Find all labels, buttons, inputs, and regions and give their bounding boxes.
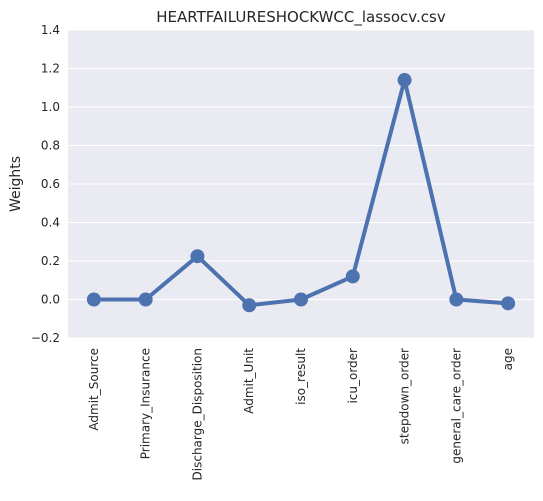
x-tick-label: Primary_Insurance: [139, 348, 153, 459]
x-tick-label: icu_order: [346, 348, 360, 404]
x-tick-label: Admit_Source: [87, 348, 101, 431]
data-point: [345, 269, 360, 284]
y-tick-label: 1.2: [41, 62, 60, 76]
y-tick-label: 0.6: [41, 177, 60, 191]
y-tick-label: 1.4: [41, 23, 60, 37]
y-tick-label: −0.2: [31, 331, 60, 345]
data-point: [397, 73, 412, 88]
x-tick-labels: Admit_Source Primary_Insurance Discharge_D…: [87, 348, 515, 481]
x-tick-label: Discharge_Disposition: [190, 348, 204, 480]
data-point: [138, 292, 153, 307]
y-tick-label: 0.4: [41, 216, 60, 230]
data-point: [294, 292, 308, 307]
y-axis-label: Weights: [8, 156, 24, 212]
x-tick-label: stepdown_order: [398, 348, 412, 444]
y-tick-labels: −0.2 0.0 0.2 0.4 0.6 0.8 1.0 1.2 1.4: [31, 23, 60, 345]
y-tick-label: 1.0: [41, 100, 60, 114]
data-point: [501, 296, 516, 311]
data-series: [86, 73, 516, 313]
x-tick-label: age: [501, 348, 515, 370]
data-point: [86, 292, 101, 307]
x-tick-label: iso_result: [294, 348, 308, 405]
data-point: [242, 298, 257, 313]
x-tick-label: Admit_Unit: [242, 348, 256, 414]
chart-title: HEARTFAILURESHOCKWCC_lassocv.csv: [156, 8, 446, 27]
y-tick-label: 0.0: [41, 293, 60, 307]
data-point: [449, 292, 464, 307]
x-tick-label: general_care_order: [449, 348, 463, 464]
data-point: [190, 249, 205, 264]
y-tick-label: 0.8: [41, 139, 60, 153]
y-tick-label: 0.2: [41, 254, 60, 268]
